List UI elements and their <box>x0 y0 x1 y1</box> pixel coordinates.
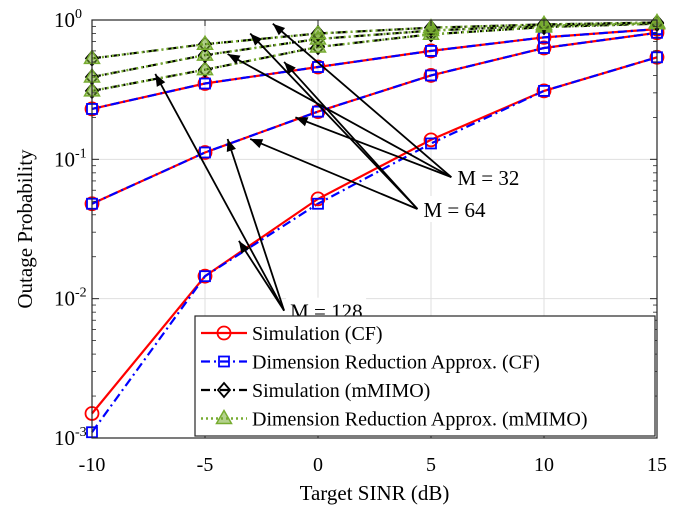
data-point <box>425 69 437 82</box>
data-point <box>199 77 211 90</box>
annotation-arrow <box>272 23 452 178</box>
annotation-label: M = 32 <box>457 166 519 190</box>
annotation-arrowhead <box>238 240 250 254</box>
annotation-arrowhead <box>226 138 236 152</box>
data-point <box>425 137 437 150</box>
y-tick-label: 10-1 <box>54 146 87 171</box>
series-line <box>91 28 658 110</box>
annotation-arrowhead <box>295 117 309 127</box>
annotation-arrowhead <box>250 33 263 46</box>
axes: -10 -5 0 5 10 15 10-3 10-2 10-1 100 <box>54 7 667 476</box>
series-line <box>91 31 658 205</box>
x-axis-label: Target SINR (dB) <box>300 481 450 505</box>
data-point <box>196 60 214 76</box>
annotation-arrow <box>249 138 418 210</box>
legend-swatch-marker <box>216 381 232 399</box>
legend-swatch-marker <box>215 408 233 425</box>
plot-frame <box>91 19 658 439</box>
series-line <box>91 22 658 79</box>
series-line <box>91 56 658 433</box>
annotation-arrowhead <box>250 138 264 149</box>
annotation-arrowhead <box>227 54 241 65</box>
annotation-arrow <box>154 73 285 312</box>
data-point <box>538 84 550 97</box>
x-tick-label: 5 <box>426 454 436 476</box>
annotation-arrow <box>238 240 285 312</box>
legend-label: Dimension Reduction Approx. (mMIMO) <box>252 409 588 431</box>
legend-box <box>194 315 656 437</box>
data-point <box>310 191 326 207</box>
x-tick-label: -5 <box>197 454 214 476</box>
annotation-arrow <box>295 116 452 178</box>
data-point <box>423 132 439 148</box>
x-tick-label: 10 <box>534 454 554 476</box>
data-point <box>312 197 324 210</box>
annotation-arrow <box>226 138 285 311</box>
annotation-label-bg <box>453 164 524 191</box>
legend-swatch-marker <box>216 325 232 341</box>
annotation-arrow <box>283 61 419 210</box>
legend-swatch-marker <box>218 355 230 368</box>
data-point <box>536 83 552 99</box>
legend: Simulation (CF) Dimension Reduction Appro… <box>194 315 656 437</box>
y-tick-label: 10-2 <box>54 286 87 311</box>
annotation-label-bg <box>419 196 490 223</box>
annotation-arrowhead <box>155 73 166 87</box>
x-tick-label: -10 <box>79 454 106 476</box>
series-line <box>91 56 658 415</box>
data-point <box>422 18 440 34</box>
y-tick-label: 100 <box>54 7 82 32</box>
legend-label: Simulation (CF) <box>252 323 383 345</box>
annotations: M = 32M = 64M = 128 <box>154 23 524 324</box>
series-lines <box>91 21 658 433</box>
series-line <box>91 22 658 93</box>
data-point <box>197 268 213 284</box>
y-tick-label: 10-3 <box>54 425 87 450</box>
series-line <box>91 21 658 79</box>
annotation-arrow <box>227 53 452 178</box>
data-point <box>196 34 214 50</box>
annotation-arrowhead <box>284 61 296 75</box>
data-point <box>309 24 327 40</box>
annotation-label: M = 64 <box>423 198 486 222</box>
legend-label: Dimension Reduction Approx. (CF) <box>252 352 540 374</box>
legend-label: Simulation (mMIMO) <box>252 380 430 402</box>
data-point <box>425 45 437 57</box>
data-point <box>199 270 211 283</box>
x-tick-label: 0 <box>313 454 323 476</box>
annotation-arrowhead <box>272 23 286 36</box>
data-point <box>199 146 211 159</box>
y-axis-label: Outage Probability <box>13 149 37 309</box>
x-tick-label: 15 <box>647 454 667 476</box>
data-point <box>196 45 214 61</box>
data-point <box>423 68 439 83</box>
annotation-arrow <box>249 32 419 210</box>
data-point <box>536 40 552 56</box>
data-point <box>423 43 439 59</box>
data-point <box>312 105 324 118</box>
